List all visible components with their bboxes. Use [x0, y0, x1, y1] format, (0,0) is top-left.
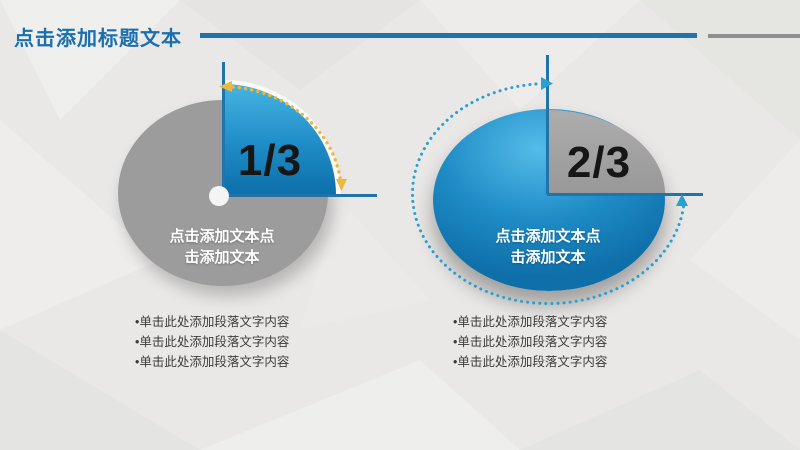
right-caption-line1: 点击添加文本点	[495, 228, 601, 245]
list-item[interactable]: •单击此处添加段落文字内容	[453, 355, 608, 369]
left-caption-line2: 击添加文本	[184, 249, 260, 266]
list-item[interactable]: •单击此处添加段落文字内容	[453, 335, 608, 349]
slide-title[interactable]: 点击添加标题文本	[14, 28, 182, 50]
left-fraction-label[interactable]: 1/3	[237, 136, 303, 185]
left-pie-center-dot	[209, 186, 229, 206]
title-accent-line	[200, 33, 697, 38]
right-fraction-label[interactable]: 2/3	[566, 138, 632, 187]
right-bullet-list[interactable]: •单击此处添加段落文字内容 •单击此处添加段落文字内容 •单击此处添加段落文字内…	[453, 312, 607, 372]
left-pie-vertical-guide-line	[221, 62, 225, 195]
right-pie-horizontal-guide-line	[547, 192, 703, 196]
left-circle-caption[interactable]: 点击添加文本点 击添加文本	[122, 226, 322, 268]
left-bullet-list[interactable]: •单击此处添加段落文字内容 •单击此处添加段落文字内容 •单击此处添加段落文字内…	[135, 312, 289, 372]
list-item[interactable]: •单击此处添加段落文字内容	[135, 355, 290, 369]
list-item[interactable]: •单击此处添加段落文字内容	[453, 315, 608, 329]
title-secondary-line	[708, 33, 800, 38]
list-item[interactable]: •单击此处添加段落文字内容	[135, 315, 290, 329]
left-pie-horizontal-guide-line	[223, 193, 377, 197]
left-caption-line1: 点击添加文本点	[169, 228, 275, 245]
right-caption-line2: 击添加文本	[510, 249, 586, 266]
list-item[interactable]: •单击此处添加段落文字内容	[135, 335, 290, 349]
right-circle-caption[interactable]: 点击添加文本点 击添加文本	[448, 226, 648, 268]
